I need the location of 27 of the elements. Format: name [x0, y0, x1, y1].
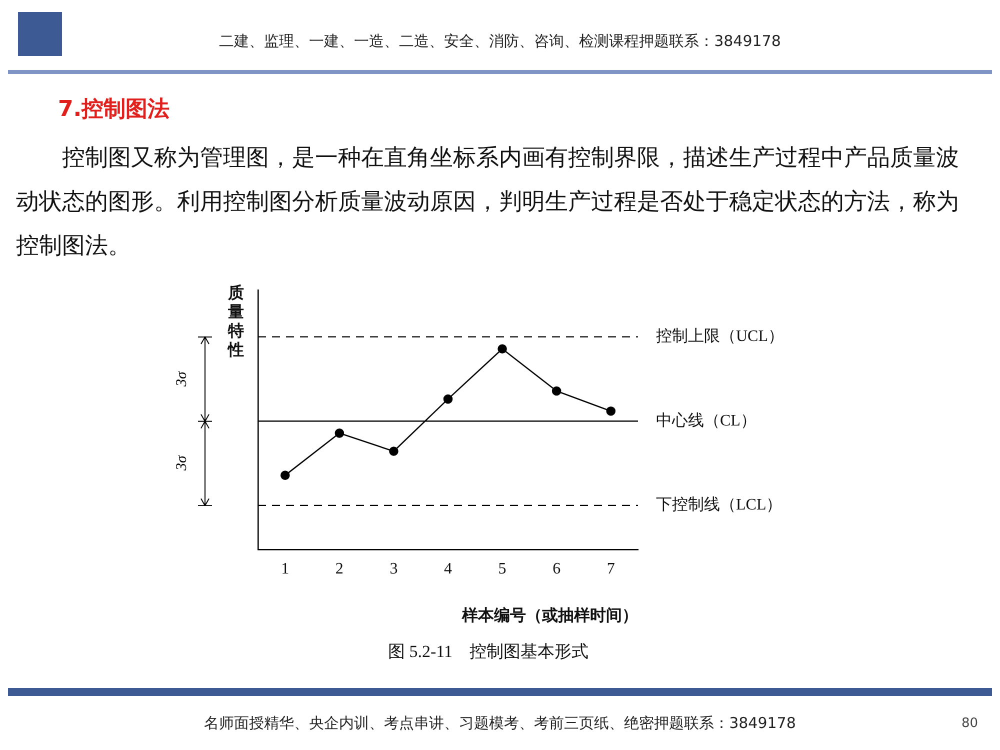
x-tick-label: 6	[552, 560, 561, 578]
text: 3σ	[174, 454, 191, 473]
text: 控制图又称为管理图，是一种在直角坐标系内画有控制界限，描述生产过程中产品质量波动状态的图形。利用控制图分析质量波动原因，判明生产过程是否处于稳定状态的方法，称为控制图法。	[16, 144, 960, 261]
point	[606, 406, 616, 416]
caption: 图 5.2-11 控制图基本形式	[388, 641, 589, 663]
point	[552, 386, 562, 396]
text: 80	[961, 716, 978, 731]
text: 3σ	[174, 370, 191, 388]
y-axis-title: 质量特性	[228, 284, 245, 360]
point	[389, 446, 398, 456]
x-tick-label: 5	[498, 560, 506, 578]
point	[334, 428, 344, 438]
x-tick-label: 1	[281, 560, 290, 578]
chart-title: 7.控制图法	[58, 96, 170, 124]
text: 二建、监理、一建、一造、二造、安全、消防、咨询、检测课程押题联系：3849178	[218, 32, 782, 51]
x-tick-label: 2	[335, 560, 344, 578]
x-tick-label: 3	[390, 560, 398, 578]
point	[280, 470, 290, 480]
point	[443, 394, 453, 404]
text: 名师面授精华、央企内训、考点串讲、习题模考、考前三页纸、绝密押题联系：3849178	[204, 714, 796, 732]
x-tick-label: 4	[444, 560, 452, 578]
x-axis-title: 样本编号（或抽样时间）	[461, 606, 638, 625]
ref-line-label: 控制上限（UCL）	[656, 327, 784, 346]
ref-line-label: 下控制线（LCL）	[656, 496, 782, 514]
x-tick-label: 7	[606, 560, 615, 578]
point	[498, 344, 507, 354]
ref-line-label: 中心线（CL）	[656, 411, 756, 430]
